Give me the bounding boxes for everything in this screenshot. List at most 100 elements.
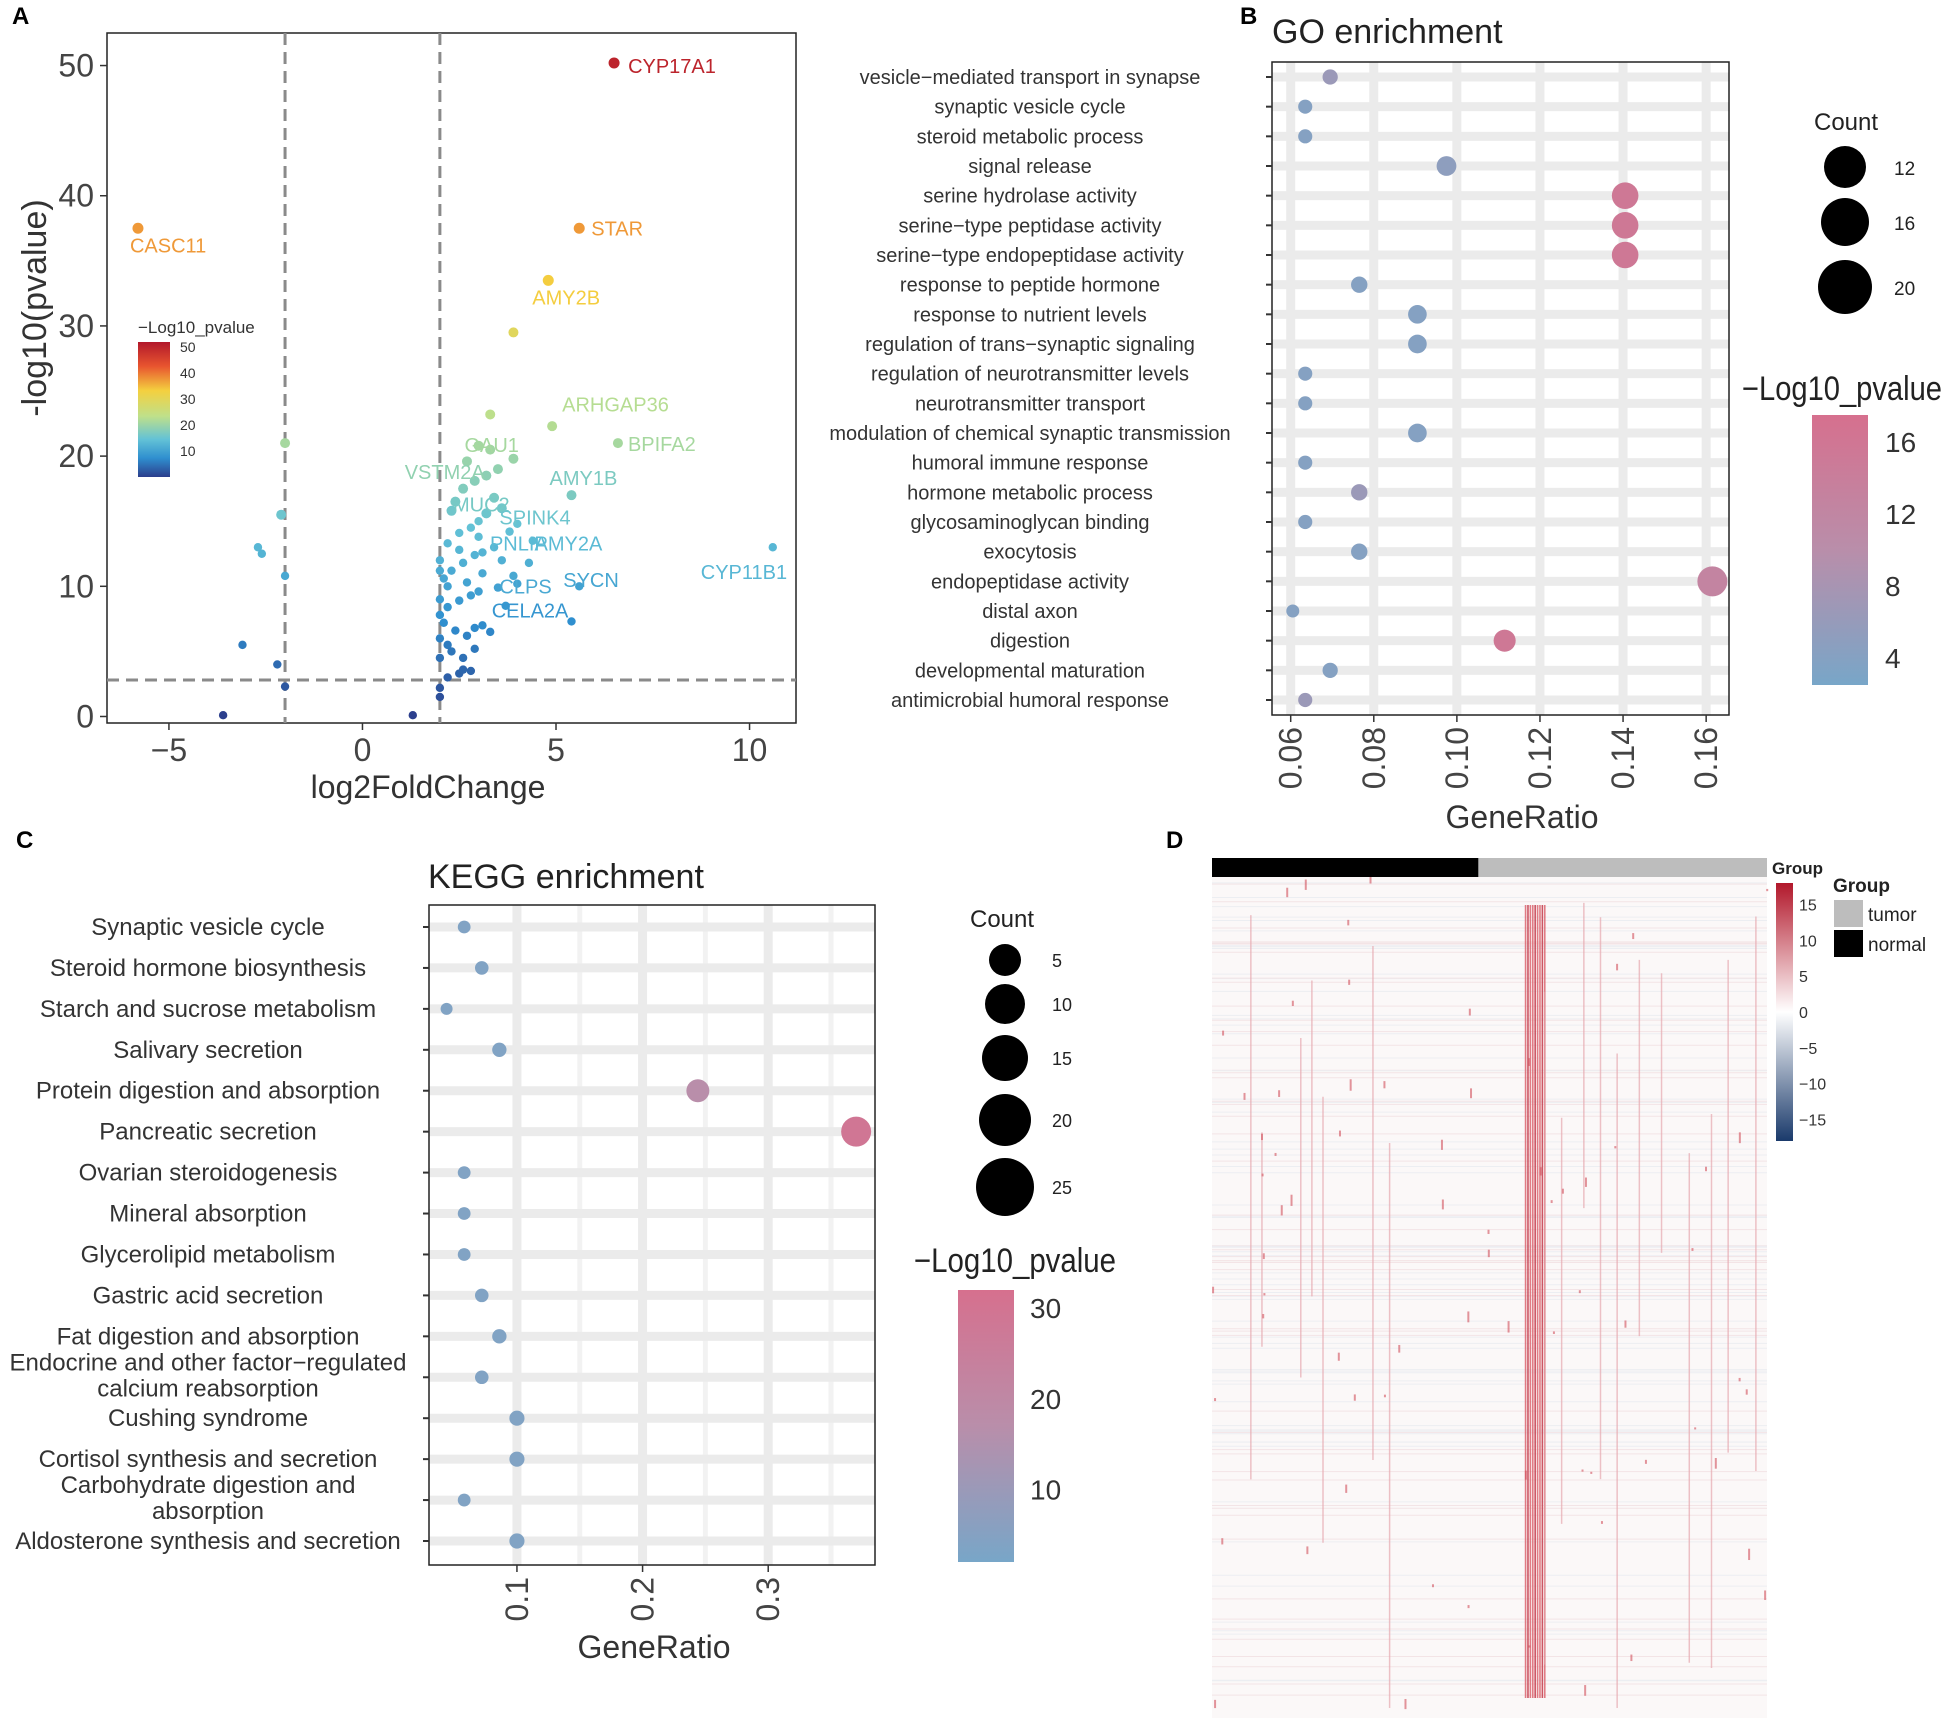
go-x-axis-label: GeneRatio: [1446, 799, 1599, 835]
kegg-term-label-line: calcium reabsorption: [97, 1375, 318, 1402]
volcano-point-18: [238, 640, 247, 650]
kegg-size-legend-circle-15: [982, 1035, 1028, 1081]
volcano-point-84: [462, 578, 472, 587]
go-point-3: [1436, 156, 1457, 176]
heatmap-speck: [1578, 1290, 1581, 1294]
volcano-point-61: [458, 483, 469, 494]
go-size-legend-circle-20: [1818, 260, 1872, 314]
heatmap-speck: [1738, 1377, 1741, 1382]
go-term-label: exocytosis: [983, 542, 1076, 564]
go-x-tick-label: 0.16: [1688, 727, 1724, 789]
volcano-legend-tick-label: 40: [180, 365, 196, 381]
go-point-2: [1298, 129, 1313, 144]
kegg-term-label: Carbohydrate digestion and absorption: [61, 1472, 356, 1525]
kegg-term-label-line: Carbohydrate digestion and: [61, 1472, 356, 1499]
volcano-x-tick-label: −5: [151, 732, 187, 768]
volcano-point-28: [466, 666, 476, 676]
heatmap-speck: [1278, 1090, 1281, 1097]
heatmap-speck: [1632, 933, 1635, 940]
heatmap-speck: [1468, 1008, 1471, 1016]
volcano-point-14: [276, 509, 287, 520]
go-point-1: [1298, 99, 1313, 114]
volcano-gene-label: STAR: [591, 218, 643, 240]
volcano-point-40: [455, 596, 464, 605]
volcano-point-4: [508, 327, 519, 338]
volcano-point-46: [447, 566, 456, 575]
go-term-label: response to nutrient levels: [913, 304, 1146, 326]
heatmap-speck: [1212, 1286, 1215, 1294]
go-point-10: [1298, 366, 1313, 381]
volcano-point-53: [435, 556, 445, 565]
go-size-legend-circle-16: [1821, 198, 1869, 246]
heatmap-speck: [1440, 1139, 1443, 1150]
volcano-point-73: [447, 647, 456, 656]
go-size-legend: Count 12 16 20: [1814, 109, 1915, 314]
kegg-term-label: Salivary secretion: [113, 1037, 302, 1064]
volcano-plot: CYP17A1 CASC11 STAR AMY2B ARHGAP36 GAU1 BPIFA2…: [16, 32, 797, 805]
go-term-label: serine−type endopeptidase activity: [876, 245, 1183, 267]
go-size-legend-label-16: 16: [1894, 214, 1915, 235]
kegg-size-legend-circle-25: [976, 1158, 1034, 1216]
heatmap-speck: [1528, 1645, 1531, 1648]
volcano-x-axis-label: log2FoldChange: [311, 769, 546, 805]
go-size-legend-title: Count: [1814, 109, 1878, 136]
go-term-label: modulation of chemical synaptic transmis…: [829, 423, 1230, 445]
heatmap-legend-swatch-tumor: [1834, 900, 1863, 927]
go-color-legend-title: −Log10_pvalue: [1742, 370, 1942, 408]
volcano-point-55: [455, 528, 464, 538]
heatmap-speck: [1694, 1427, 1697, 1430]
kegg-point-1: [474, 961, 489, 975]
go-size-legend-label-20: 20: [1894, 279, 1915, 300]
go-term-label: antimicrobial humoral response: [891, 690, 1169, 712]
volcano-legend-tick-label: 50: [180, 339, 196, 355]
kegg-term-label: Steroid hormone biosynthesis: [50, 955, 366, 982]
go-term-label: regulation of trans−synaptic signaling: [865, 334, 1195, 356]
heatmap-speck: [1383, 1081, 1386, 1089]
volcano-gene-label: VSTM2A: [405, 462, 486, 484]
volcano-point-47: [458, 558, 468, 568]
heatmap-speck: [1539, 1167, 1542, 1176]
volcano-gene-label: ARHGAP36: [562, 395, 669, 417]
go-plot-frame: [1271, 61, 1730, 716]
go-point-18: [1286, 604, 1300, 618]
heatmap-speck: [1467, 1605, 1470, 1609]
heatmap-speck: [1349, 1079, 1352, 1091]
go-point-11: [1298, 396, 1313, 411]
volcano-plot-frame: [106, 32, 797, 724]
kegg-color-legend-tick-label: 10: [1030, 1474, 1061, 1505]
kegg-point-4: [686, 1079, 710, 1103]
volcano-y-tick-label: 20: [58, 438, 94, 474]
volcano-point-9: [485, 444, 496, 455]
heatmap-speck: [1262, 1253, 1265, 1260]
go-point-14: [1351, 484, 1368, 501]
volcano-point-29: [435, 653, 445, 663]
go-term-label: glycosaminoglycan binding: [910, 512, 1149, 534]
heatmap-speck: [1221, 1538, 1224, 1545]
heatmap-speck: [1487, 1229, 1490, 1234]
go-term-label: serine hydrolase activity: [923, 186, 1136, 208]
volcano-gene-label: SYCN: [563, 570, 619, 592]
kegg-size-legend: Count 5 10 15 20 25: [970, 906, 1072, 1216]
heatmap-speck: [1404, 1698, 1407, 1710]
go-point-0: [1322, 69, 1338, 85]
volcano-point-30: [443, 640, 452, 650]
panel-label-c: C: [16, 827, 33, 854]
heatmap-speck: [1584, 1177, 1587, 1187]
go-size-legend-circle-12: [1824, 146, 1866, 188]
volcano-point-7: [612, 438, 623, 449]
go-term-label: humoral immune response: [912, 453, 1149, 475]
kegg-term-label: Cushing syndrome: [108, 1405, 308, 1432]
heatmap-speck: [1263, 1293, 1266, 1296]
kegg-size-legend-label-25: 25: [1052, 1178, 1072, 1198]
kegg-title: KEGG enrichment: [428, 858, 704, 896]
volcano-x-tick-label: 10: [732, 732, 768, 768]
kegg-point-9: [474, 1288, 489, 1303]
heatmap-speck: [1337, 1352, 1340, 1361]
volcano-gene-label: AMY2A: [535, 534, 603, 556]
volcano-y-tick-label: 30: [58, 308, 94, 344]
go-term-label: developmental maturation: [915, 660, 1145, 682]
heatmap-speck: [1764, 1590, 1767, 1600]
heatmap-speck: [1738, 1132, 1741, 1144]
heatmap-scale-tick-label: −10: [1799, 1077, 1826, 1094]
volcano-point-32: [451, 626, 460, 635]
